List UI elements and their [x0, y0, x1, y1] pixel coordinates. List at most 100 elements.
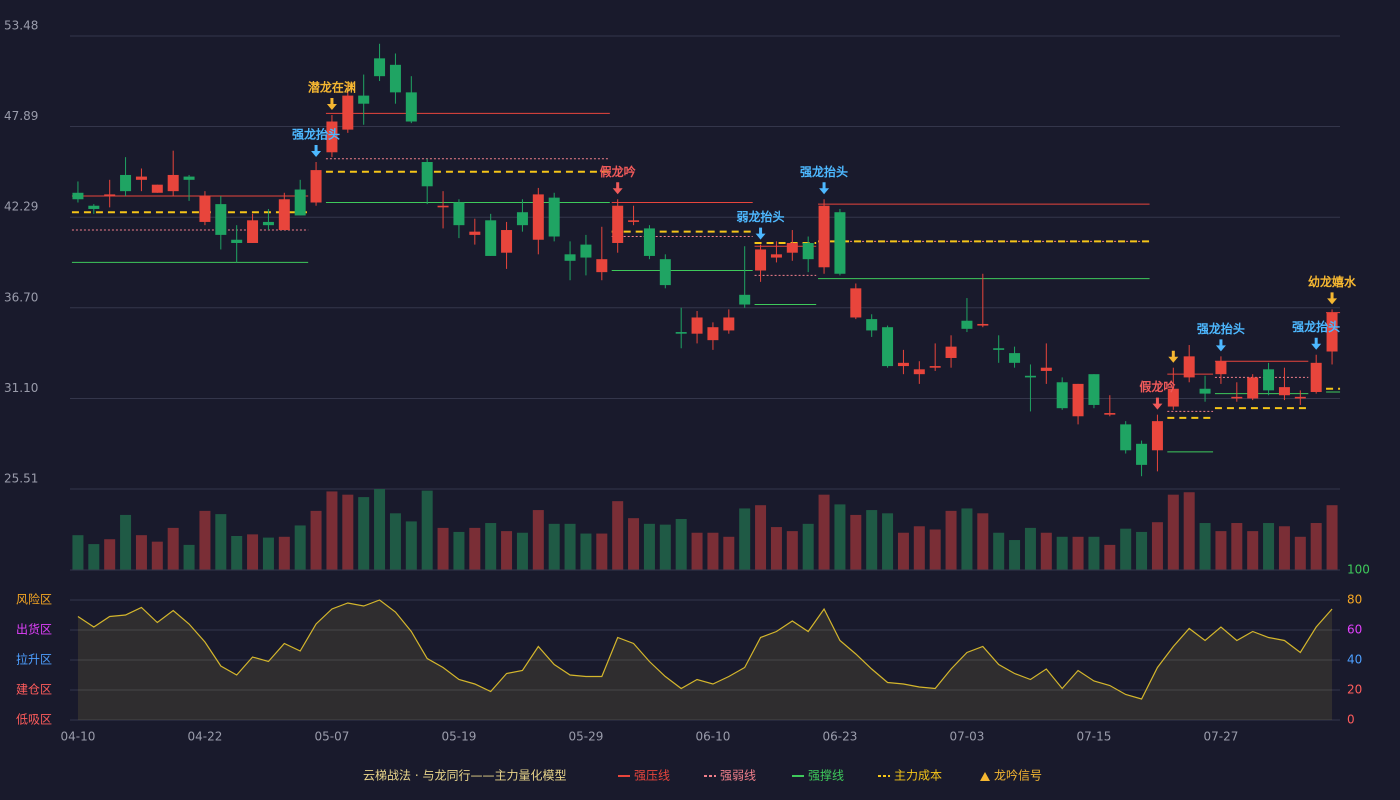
- candle-body: [929, 366, 941, 368]
- candle-body: [1183, 356, 1195, 378]
- volume-bar: [850, 514, 862, 570]
- candle-body: [977, 323, 989, 326]
- x-tick-label: 05-29: [569, 730, 604, 744]
- signal-label: 强龙抬头: [800, 164, 848, 179]
- candle-body: [643, 228, 655, 256]
- candle-body: [120, 174, 132, 192]
- candle-body: [1278, 387, 1290, 396]
- candle-body: [167, 174, 179, 192]
- candle-body: [199, 196, 211, 222]
- candle-body: [326, 121, 338, 153]
- x-tick-label: 04-10: [61, 730, 96, 744]
- signal-arrow: [819, 182, 830, 195]
- candle-body: [1326, 312, 1338, 352]
- candle-body: [723, 317, 735, 331]
- volume-bar: [643, 523, 655, 570]
- volume-bar: [342, 494, 354, 570]
- volume-bar: [897, 532, 909, 570]
- signal-arrow: [1327, 292, 1338, 305]
- volume-bar: [199, 510, 211, 570]
- signal-arrow: [1311, 337, 1322, 350]
- volume-bar: [1120, 528, 1132, 570]
- candle-body: [548, 197, 560, 237]
- x-tick-label: 07-27: [1204, 730, 1239, 744]
- volume-bar: [834, 504, 846, 570]
- volume-bar: [596, 533, 608, 570]
- y-tick-label: 42.29: [4, 200, 38, 214]
- volume-bar: [691, 532, 703, 570]
- candle-body: [88, 205, 100, 209]
- volume-bar: [1183, 492, 1195, 570]
- signal-label: 假龙吟: [1139, 379, 1175, 394]
- y-tick-label: 31.10: [4, 381, 38, 395]
- candle-body: [342, 95, 354, 130]
- candle-body: [532, 194, 544, 240]
- candle-body: [691, 317, 703, 334]
- candle-body: [437, 205, 449, 208]
- candle-body: [596, 259, 608, 273]
- volume-bar: [1231, 523, 1243, 570]
- candle-body: [564, 254, 576, 261]
- y-tick-label: 47.89: [4, 109, 38, 123]
- candle-body: [262, 221, 274, 226]
- candle-body: [310, 170, 322, 203]
- volume-bar: [231, 535, 243, 570]
- volume-bar: [548, 523, 560, 570]
- volume-bar: [1024, 527, 1036, 570]
- volume-bar: [516, 532, 528, 570]
- volume-bar: [786, 531, 798, 570]
- signal-arrow: [1168, 350, 1179, 363]
- volume-bar: [389, 513, 401, 570]
- legend-swatch: [980, 772, 990, 781]
- volume-bar: [310, 510, 322, 570]
- volume-bar: [135, 535, 147, 570]
- volume-bar: [1199, 523, 1211, 570]
- y-tick-label: 53.48: [4, 19, 38, 33]
- candle-body: [1024, 375, 1036, 378]
- volume-bar: [961, 508, 973, 570]
- y-tick-label: 40: [1347, 653, 1362, 667]
- signal-label: 假龙吟: [600, 164, 636, 179]
- volume-bar: [1136, 531, 1148, 570]
- candle-body: [469, 231, 481, 235]
- signal-label: 强龙抬头: [1292, 319, 1340, 334]
- candle-body: [389, 64, 401, 93]
- volume-bar: [262, 537, 274, 570]
- volume-bar: [421, 490, 433, 570]
- candle-body: [405, 92, 417, 122]
- volume-bar: [104, 539, 116, 570]
- y-tick-label: 36.70: [4, 290, 38, 304]
- volume-bar: [1104, 544, 1116, 570]
- volume-bar: [564, 523, 576, 570]
- volume-bar: [247, 534, 259, 570]
- candle-body: [1167, 388, 1179, 407]
- candle-body: [802, 242, 814, 260]
- candle-body: [1294, 396, 1306, 399]
- candle-body: [501, 230, 513, 253]
- zone-label: 拉升区: [16, 652, 52, 667]
- volume-bar: [1009, 540, 1021, 570]
- volume-bar: [977, 513, 989, 570]
- candle-body: [1247, 377, 1259, 399]
- candle-body: [358, 95, 370, 104]
- volume-bar: [913, 526, 925, 570]
- candle-body: [1231, 396, 1243, 399]
- volume-bar: [151, 541, 163, 570]
- candle-body: [1088, 374, 1100, 405]
- legend-label: 强弱线: [720, 769, 756, 783]
- signal-label: 幼龙嬉水: [1308, 274, 1357, 289]
- legend-label: 龙吟信号: [994, 768, 1042, 783]
- x-tick-label: 07-03: [950, 730, 985, 744]
- signal-arrow: [326, 98, 337, 111]
- volume-bar: [612, 501, 624, 570]
- volume-bar: [866, 510, 878, 570]
- y-tick-label: 80: [1347, 593, 1362, 607]
- signal-arrow: [612, 182, 623, 195]
- candle-body: [675, 332, 687, 334]
- volume-bar: [1167, 494, 1179, 570]
- volume-bar: [1278, 526, 1290, 570]
- volume-bar: [215, 514, 227, 570]
- candle-body: [1120, 424, 1132, 451]
